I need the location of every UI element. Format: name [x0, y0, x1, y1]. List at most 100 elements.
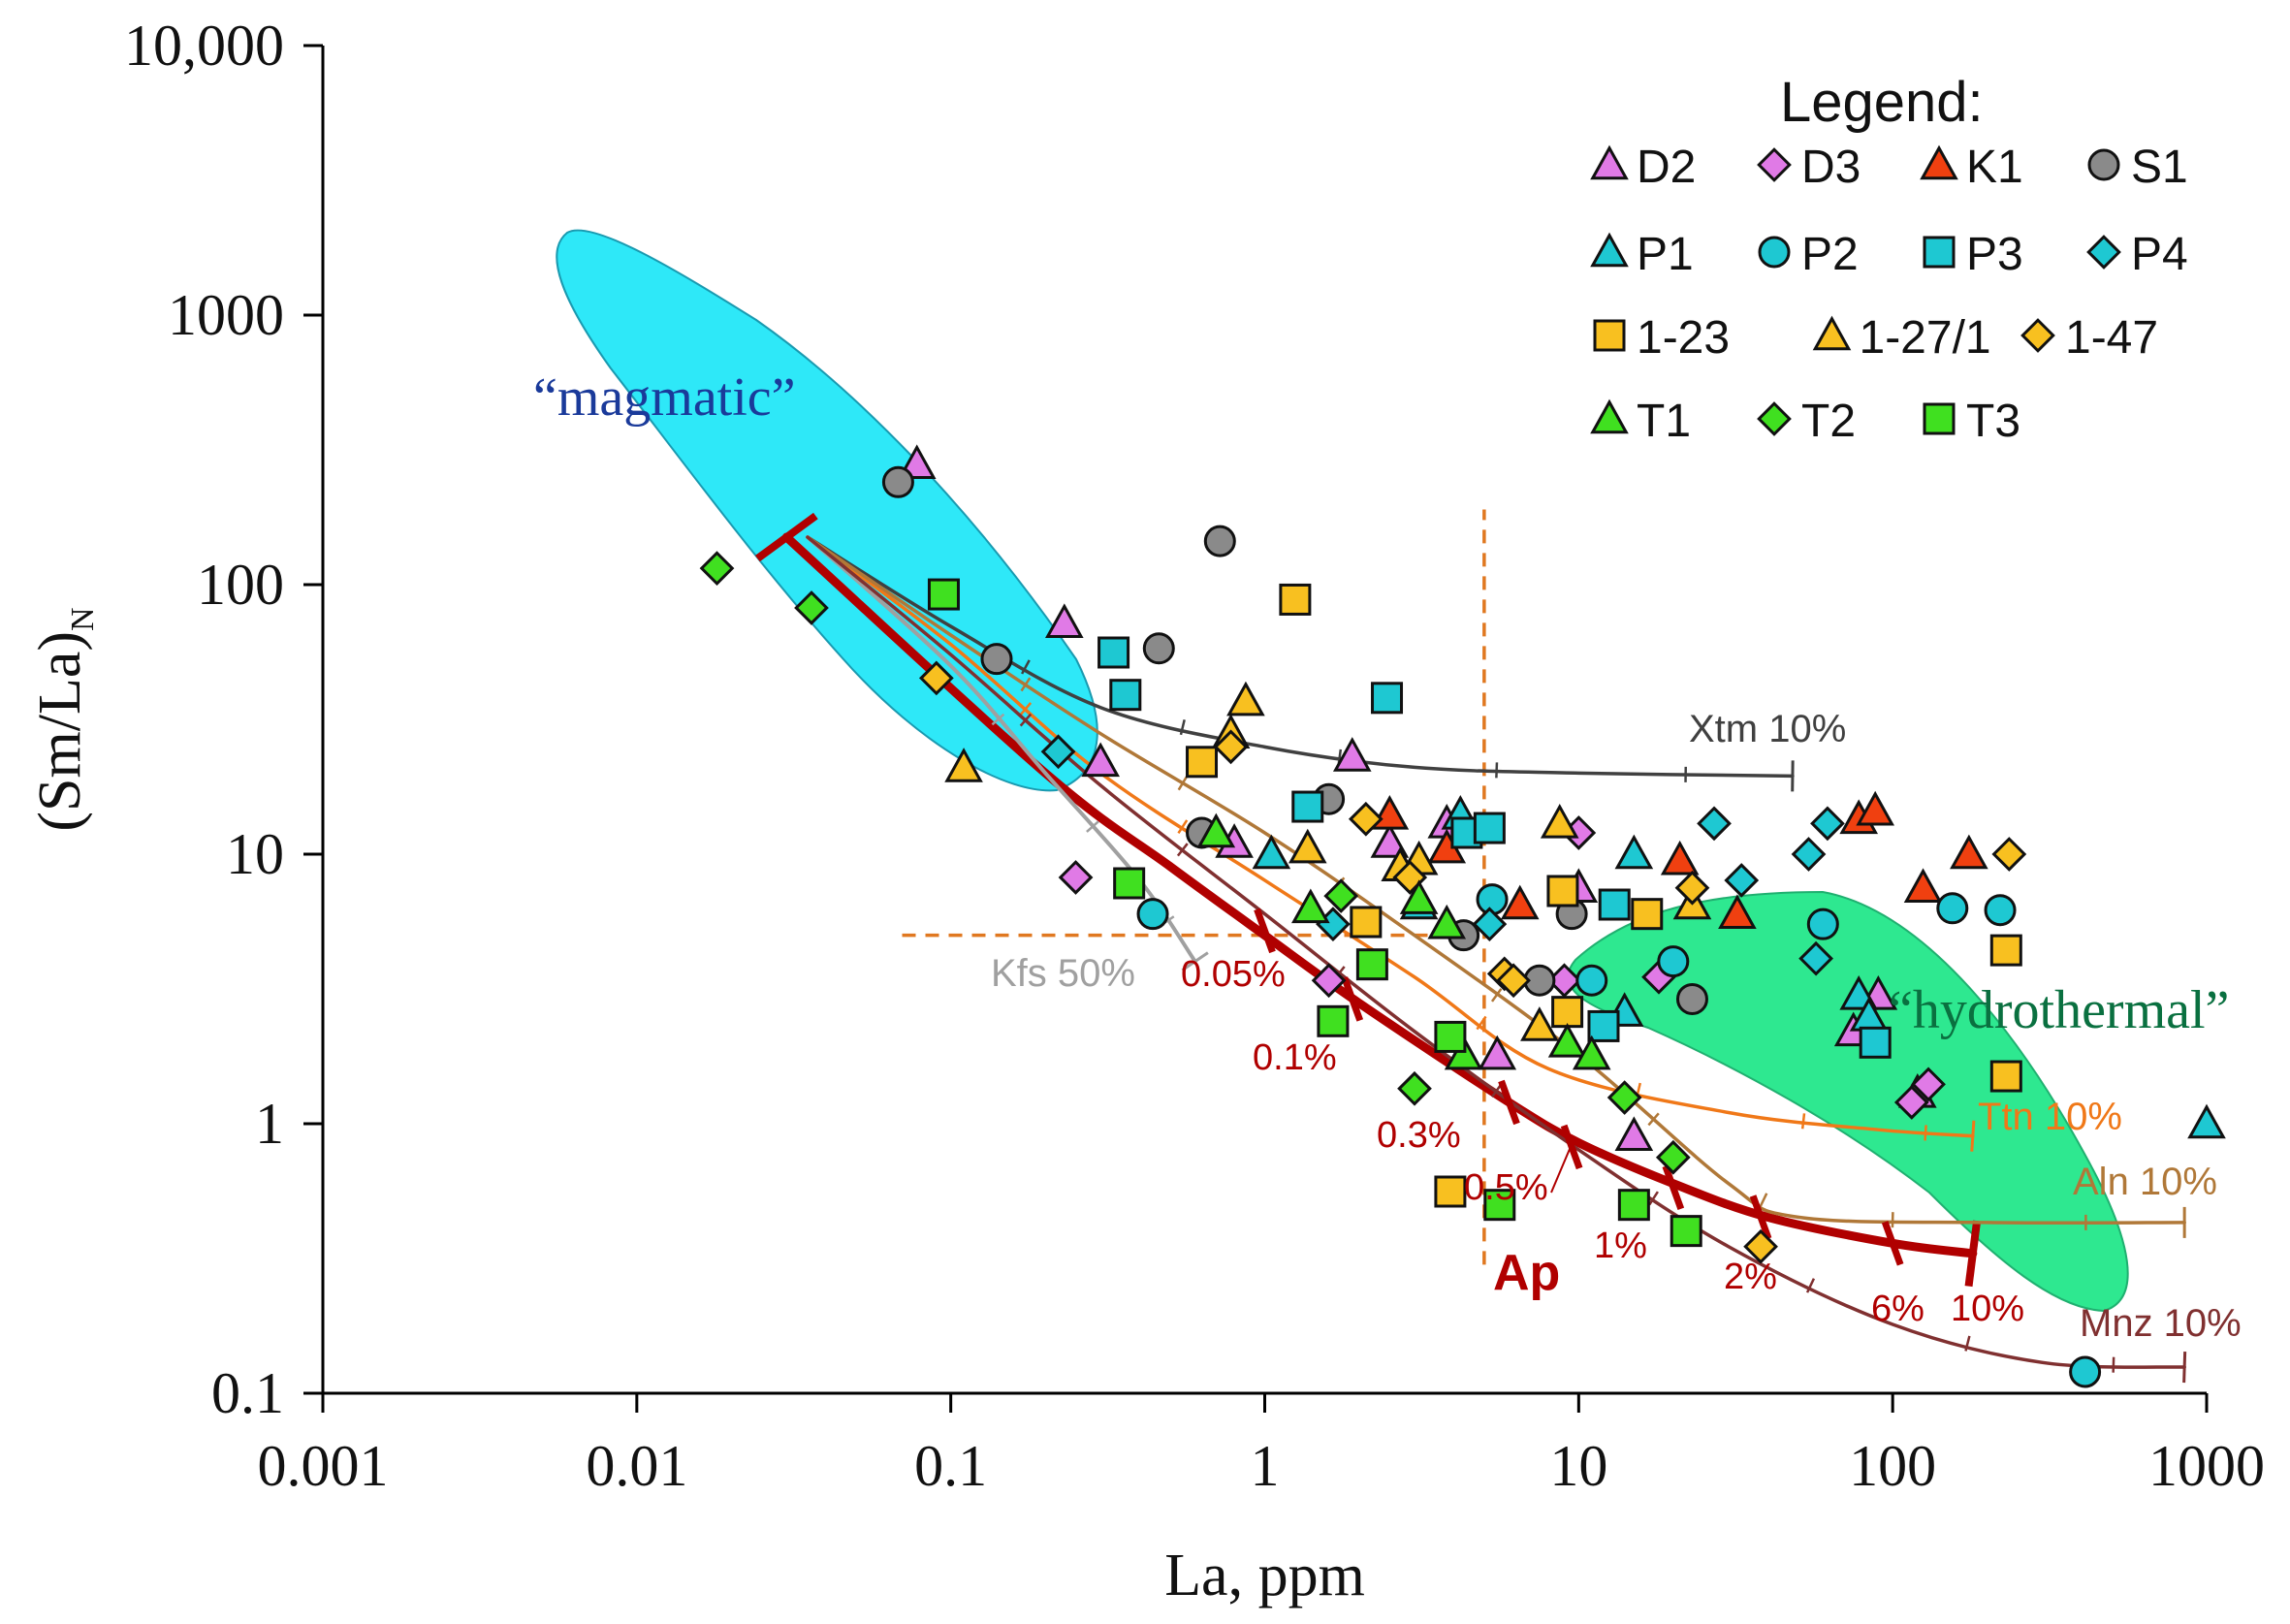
data-point-1-47 — [1994, 839, 2025, 870]
x-tick-label: 0.01 — [586, 1434, 687, 1498]
ap-percent-label: 10% — [1951, 1289, 2024, 1329]
data-point-1-23 — [1352, 908, 1381, 937]
legend-marker-P3 — [1924, 238, 1954, 267]
data-point-P1 — [1255, 838, 1288, 868]
data-point-P2 — [1138, 900, 1167, 929]
ap-percent-label: 0.05% — [1181, 954, 1286, 995]
data-point-K1 — [1663, 844, 1697, 874]
data-point-T1 — [1294, 892, 1328, 922]
data-point-S1 — [982, 645, 1011, 674]
y-tick-label: 1000 — [168, 283, 284, 347]
data-point-1-23 — [1991, 1062, 2020, 1091]
ap-percent-label: 0.3% — [1377, 1115, 1461, 1156]
ap-percent-label: 0.5% — [1464, 1167, 1548, 1208]
data-point-1-23 — [1548, 876, 1577, 906]
data-point-1-27-1 — [1523, 1009, 1557, 1039]
magmatic-region-label: “magmatic” — [533, 367, 796, 428]
ap-percent-label: 2% — [1724, 1257, 1777, 1297]
data-point-P2 — [1938, 894, 1967, 923]
data-point-1-47 — [1351, 804, 1382, 835]
data-point-P3 — [1600, 890, 1629, 919]
legend-marker-P2 — [1760, 238, 1789, 267]
legend-marker-1-47 — [2022, 320, 2053, 351]
data-point-1-27-1 — [1543, 807, 1576, 837]
legend-marker-1-27-1 — [1815, 319, 1849, 349]
data-point-T3 — [1319, 1006, 1348, 1035]
aln-increment-tick — [1760, 1194, 1766, 1207]
legend-label: 1-23 — [1637, 312, 1730, 364]
data-point-1-27-1 — [1229, 685, 1263, 715]
ttn-increment-tick — [1802, 1113, 1804, 1129]
legend-marker-D2 — [1593, 148, 1627, 178]
data-point-D2 — [1048, 606, 1082, 636]
x-tick-label: 0.001 — [258, 1434, 389, 1498]
data-point-P2 — [1986, 896, 2015, 925]
data-point-P3 — [1293, 792, 1322, 821]
data-point-D2 — [1617, 1119, 1651, 1149]
legend-label: T2 — [1801, 396, 1856, 447]
data-point-P3 — [1099, 638, 1129, 667]
x-tick-label: 0.1 — [914, 1434, 987, 1498]
data-point-1-23 — [1991, 936, 2020, 965]
legend-label: D3 — [1801, 142, 1861, 193]
data-point-P4 — [1794, 839, 1825, 870]
legend-marker-P1 — [1593, 236, 1627, 266]
ap-curve-label: Ap — [1493, 1245, 1560, 1301]
y-tick-label: 10,000 — [124, 14, 284, 78]
data-point-P4 — [1699, 809, 1730, 840]
ap-percent-label: 6% — [1871, 1289, 1924, 1329]
ttn-curve-label: Ttn 10% — [1978, 1096, 2122, 1138]
mnz-end-tick — [2184, 1352, 2185, 1383]
data-point-1-23 — [1188, 748, 1217, 777]
legend-title: Legend: — [1780, 71, 1984, 134]
x-tick-label: 100 — [1849, 1434, 1936, 1498]
legend-label: P3 — [1966, 229, 2023, 280]
data-point-P1 — [1617, 838, 1651, 868]
data-point-S1 — [883, 467, 912, 496]
y-tick-label: 10 — [226, 822, 284, 886]
data-point-P2 — [1808, 909, 1837, 939]
x-axis-label: La, ppm — [1164, 1543, 1365, 1608]
data-point-K1 — [1503, 888, 1537, 918]
y-tick-label: 100 — [197, 553, 284, 617]
data-point-1-23 — [1553, 998, 1582, 1027]
legend-marker-S1 — [2089, 150, 2118, 179]
y-axis-label-main: (Sm/La) — [27, 631, 93, 832]
data-point-S1 — [1677, 984, 1706, 1013]
legend-label: 1-47 — [2065, 312, 2158, 364]
y-axis-label: (Sm/La)N — [27, 607, 101, 831]
data-point-K1 — [1906, 871, 1940, 901]
legend-marker-K1 — [1923, 148, 1956, 178]
legend-marker-T2 — [1759, 403, 1790, 434]
x-tick-label: 1000 — [2148, 1434, 2265, 1498]
data-point-S1 — [1144, 634, 1173, 663]
legend-label: K1 — [1966, 142, 2023, 193]
legend-label: S1 — [2131, 142, 2188, 193]
x-tick-label: 10 — [1549, 1434, 1607, 1498]
legend-marker-D3 — [1759, 149, 1790, 180]
data-point-T3 — [1619, 1191, 1648, 1220]
data-point-P3 — [1589, 1011, 1618, 1040]
ttn-end-tick — [1972, 1121, 1974, 1152]
data-point-P4 — [1726, 865, 1757, 896]
data-point-P2 — [1659, 947, 1688, 976]
data-point-T2 — [702, 553, 733, 584]
data-point-P2 — [1577, 966, 1606, 995]
data-point-1-23 — [1281, 585, 1310, 614]
data-point-T3 — [929, 580, 958, 609]
data-point-T3 — [1357, 950, 1386, 979]
data-point-D3 — [1061, 862, 1092, 893]
data-point-P4 — [1812, 809, 1843, 840]
hydrothermal-region-label: “hydrothermal” — [1889, 980, 2229, 1040]
data-point-T3 — [1671, 1217, 1701, 1246]
x-tick-label: 1 — [1251, 1434, 1280, 1498]
ttn-increment-tick — [1925, 1125, 1926, 1140]
legend-label: D2 — [1637, 142, 1696, 193]
legend-marker-T3 — [1924, 404, 1954, 433]
legend-marker-P4 — [2088, 237, 2119, 268]
data-point-P3 — [1475, 813, 1504, 843]
data-point-1-23 — [1633, 900, 1662, 929]
legend-label: P1 — [1637, 229, 1694, 280]
